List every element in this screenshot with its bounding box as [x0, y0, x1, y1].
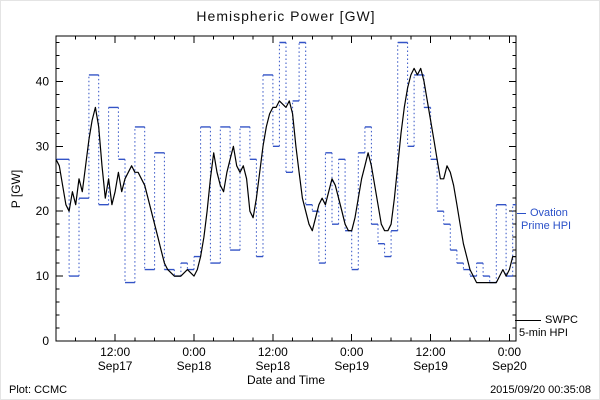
- ovation-line-sample-icon: [517, 213, 526, 214]
- x-tick-date-label: Sep18: [177, 359, 212, 373]
- x-tick-time-label: 12:00: [258, 345, 288, 359]
- ovation-step-connectors: [68, 42, 514, 283]
- y-tick-label: 30: [36, 139, 50, 153]
- legend-swpc-line1: SWPC: [545, 314, 578, 326]
- timestamp: 2015/09/20 00:35:08: [490, 384, 591, 396]
- x-tick-time-label: 0:00: [182, 345, 206, 359]
- swpc-line-sample-icon: [515, 320, 541, 321]
- chart-title: Hemispheric Power [GW]: [196, 8, 376, 24]
- x-tick-date-label: Sep20: [492, 359, 527, 373]
- x-tick-time-label: 12:00: [416, 345, 446, 359]
- y-axis-title: P [GW]: [9, 169, 23, 209]
- swpc-series-path: [55, 67, 516, 284]
- x-tick-time-label: 0:00: [340, 345, 364, 359]
- legend-ovation-line1: Ovation: [530, 207, 568, 219]
- x-tick-date-label: Sep19: [413, 359, 448, 373]
- x-axis-title: Date and Time: [246, 373, 326, 387]
- y-tick-label: 0: [42, 334, 49, 348]
- legend-ovation-line2: Prime HPI: [521, 220, 572, 232]
- x-tick-date-label: Sep19: [334, 359, 369, 373]
- legend-ovation: Ovation Prime HPI: [517, 207, 571, 233]
- y-tick-label: 10: [36, 269, 50, 283]
- y-tick-label: 40: [36, 74, 50, 88]
- y-tick-label: 20: [36, 204, 50, 218]
- x-tick-date-label: Sep17: [98, 359, 133, 373]
- x-tick-time-label: 0:00: [498, 345, 522, 359]
- legend-swpc-line2: 5-min HPI: [519, 327, 568, 339]
- axis-frame: [55, 35, 517, 342]
- plot-credit: Plot: CCMC: [9, 384, 68, 396]
- x-tick-time-label: 12:00: [100, 345, 130, 359]
- legend-swpc: SWPC 5-min HPI: [515, 314, 578, 340]
- x-tick-date-label: Sep18: [256, 359, 291, 373]
